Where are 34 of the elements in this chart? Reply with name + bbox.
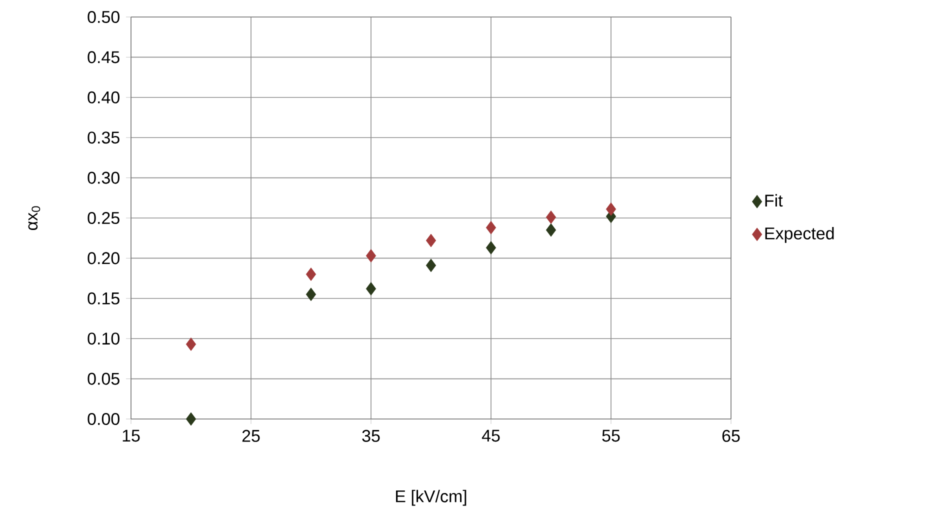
y-tick-label: 0.15	[88, 292, 120, 304]
y-tick-label: 0.40	[88, 91, 120, 104]
y-tick-label: 0.45	[88, 51, 120, 64]
y-tick-label: 0.05	[88, 372, 120, 385]
point	[546, 223, 556, 237]
point	[186, 338, 196, 351]
point	[426, 234, 436, 248]
point	[306, 288, 316, 302]
y-tick-label: 0.10	[88, 332, 120, 345]
legend-label: Fit	[765, 194, 783, 207]
y-tick-label: 0.25	[88, 212, 120, 224]
point	[546, 210, 556, 224]
x-tick-label: 25	[242, 430, 260, 442]
point	[606, 202, 616, 216]
point	[366, 249, 376, 262]
x-tick-label: 15	[122, 430, 140, 442]
point	[426, 258, 436, 272]
x-tick-label: 55	[602, 430, 620, 442]
y-tick-label: 0.00	[88, 412, 120, 426]
x-tick-label: 35	[362, 430, 380, 442]
x-tick-label: 45	[482, 430, 500, 442]
y-tick-label: 0.50	[88, 10, 120, 24]
point	[486, 220, 496, 234]
x-tick-label: 65	[722, 430, 740, 442]
point	[486, 241, 496, 254]
y-tick-label: 0.20	[88, 252, 120, 264]
y-axis-title: αx$_{0}$	[28, 206, 40, 230]
point	[306, 268, 316, 281]
y-tick-label: 0.30	[88, 172, 120, 184]
point	[366, 282, 376, 296]
legend-label: Expected	[765, 226, 834, 243]
point	[186, 412, 196, 426]
x-axis-title: E [kV/cm]	[396, 490, 466, 506]
y-tick-label: 0.35	[88, 132, 120, 144]
